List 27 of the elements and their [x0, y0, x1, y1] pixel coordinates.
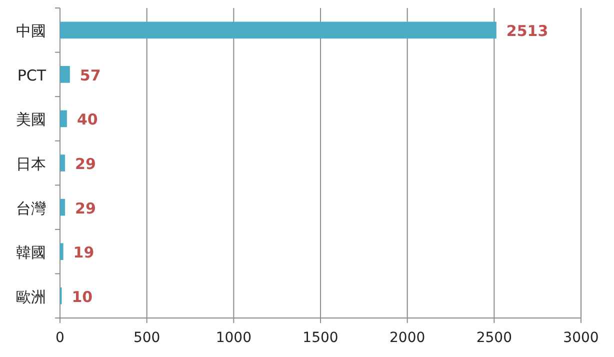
x-tick-label: 1500 — [302, 330, 338, 346]
bar — [60, 110, 67, 128]
data-label: 29 — [75, 155, 96, 173]
y-tick-label: 美國 — [16, 110, 46, 129]
data-label: 2513 — [506, 22, 548, 40]
bar — [60, 66, 70, 83]
y-tick-label: 日本 — [16, 155, 46, 173]
data-label: 40 — [76, 110, 98, 129]
bar — [60, 22, 496, 39]
x-tick-label: 2000 — [390, 330, 426, 346]
bar — [60, 243, 64, 260]
bar — [60, 198, 66, 216]
data-label: 19 — [73, 244, 94, 262]
x-tick-label: 1000 — [216, 330, 252, 346]
y-tick-label: PCT — [17, 66, 47, 84]
y-tick-label: 台灣 — [16, 199, 46, 218]
y-tick-label: 歐洲 — [16, 288, 46, 306]
bar — [60, 154, 66, 172]
data-label: 29 — [75, 199, 96, 218]
y-tick-label: 中國 — [16, 22, 46, 40]
data-label: 10 — [72, 288, 93, 306]
data-label: 57 — [80, 66, 101, 84]
x-tick-label: 2500 — [476, 330, 512, 346]
x-tick-label: 500 — [133, 330, 160, 346]
y-tick-label: 韓國 — [16, 244, 46, 262]
x-tick-label: 3000 — [563, 330, 599, 346]
x-tick-label: 0 — [56, 330, 64, 346]
